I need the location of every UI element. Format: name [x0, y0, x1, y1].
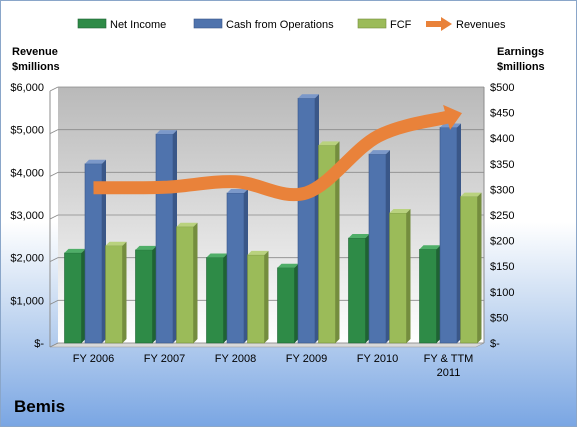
legend-label: Revenues — [456, 19, 506, 31]
right-tick-label: $200 — [490, 236, 514, 248]
legend-label: Net Income — [110, 19, 166, 31]
legend-arrow-swatch — [441, 17, 452, 31]
net-income-bar — [278, 268, 295, 343]
fcf-bar-side — [265, 251, 269, 343]
left-axis-title: $millions — [12, 61, 60, 73]
right-tick-label: $450 — [490, 108, 514, 120]
net-income-bar — [207, 257, 224, 343]
right-axis-title: Earnings — [497, 46, 544, 58]
right-tick-label: $- — [490, 338, 500, 350]
net-income-bar — [65, 253, 82, 343]
left-tick-label: $6,000 — [10, 82, 44, 94]
right-tick-label: $150 — [490, 261, 514, 273]
fcf-bar-side — [407, 209, 411, 343]
cash-from-operations-bar — [298, 98, 315, 343]
right-tick-label: $400 — [490, 133, 514, 145]
right-axis-title: $millions — [497, 61, 545, 73]
legend-swatch — [358, 19, 386, 28]
cash-from-operations-bar — [440, 127, 457, 343]
cash-from-operations-bar — [227, 193, 244, 343]
fcf-bar — [390, 213, 407, 343]
left-tick-label: $1,000 — [10, 295, 44, 307]
cash-from-operations-bar — [369, 154, 386, 343]
cash-from-operations-bar — [156, 134, 173, 343]
net-income-bar — [136, 250, 153, 343]
category-label: FY & TTM — [424, 353, 474, 365]
left-tick-label: $- — [34, 338, 44, 350]
right-tick-label: $100 — [490, 287, 514, 299]
right-tick-label: $350 — [490, 159, 514, 171]
fcf-bar — [106, 246, 123, 343]
legend-label: FCF — [390, 19, 412, 31]
category-label: FY 2009 — [286, 353, 327, 365]
gridline-side — [50, 258, 58, 262]
gridline-side — [50, 172, 58, 176]
right-tick-label: $250 — [490, 210, 514, 222]
category-label: FY 2006 — [73, 353, 114, 365]
net-income-bar — [420, 249, 437, 343]
gridline-side — [50, 130, 58, 134]
net-income-bar — [349, 238, 366, 343]
plot-floor — [50, 343, 484, 347]
category-label: FY 2008 — [215, 353, 256, 365]
category-label: 2011 — [437, 367, 461, 379]
left-tick-label: $5,000 — [10, 125, 44, 137]
category-label: FY 2007 — [144, 353, 185, 365]
category-label: FY 2010 — [357, 353, 398, 365]
legend-label: Cash from Operations — [226, 19, 334, 31]
right-tick-label: $500 — [490, 82, 514, 94]
left-tick-label: $2,000 — [10, 253, 44, 265]
company-name: Bemis — [14, 397, 65, 417]
fcf-bar-side — [194, 223, 198, 343]
gridline-side — [50, 300, 58, 304]
fcf-bar-side — [123, 242, 127, 343]
fcf-bar-side — [478, 193, 482, 343]
legend-swatch — [194, 19, 222, 28]
gridline-side — [50, 87, 58, 91]
fcf-bar — [248, 255, 265, 343]
left-tick-label: $4,000 — [10, 167, 44, 179]
fcf-bar — [177, 227, 194, 343]
gridline-side — [50, 215, 58, 219]
left-axis-title: Revenue — [12, 46, 58, 58]
right-tick-label: $300 — [490, 184, 514, 196]
right-tick-label: $50 — [490, 312, 508, 324]
legend-swatch — [78, 19, 106, 28]
fcf-bar — [461, 197, 478, 343]
left-tick-label: $3,000 — [10, 210, 44, 222]
